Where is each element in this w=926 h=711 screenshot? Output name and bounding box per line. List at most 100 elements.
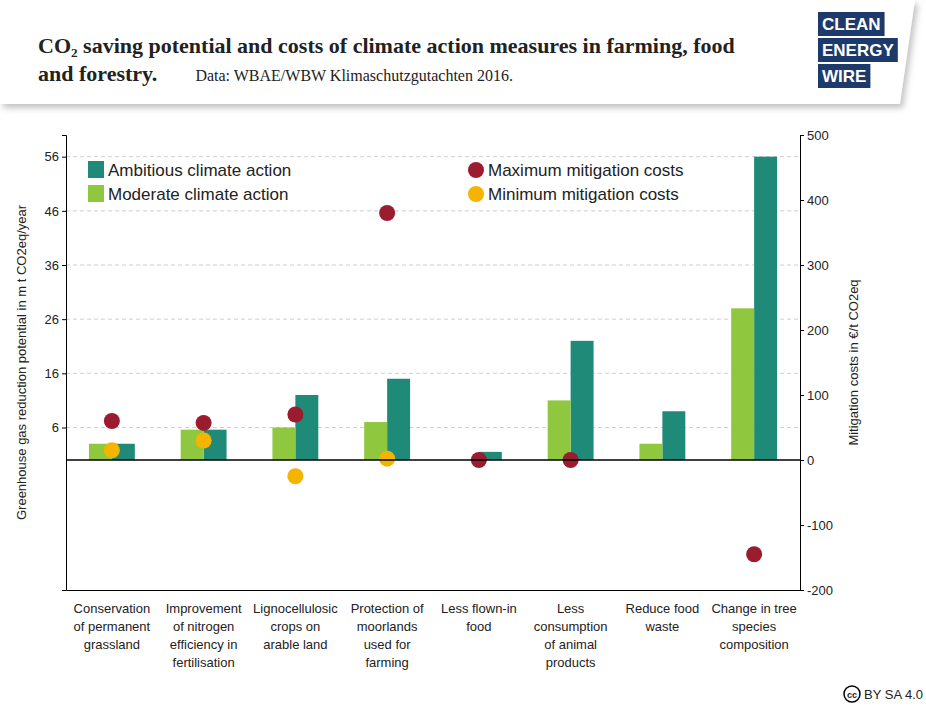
tick: 100 bbox=[800, 388, 829, 403]
tick: 6 bbox=[52, 420, 66, 435]
tick-mark bbox=[62, 265, 66, 266]
legend-marker bbox=[468, 186, 484, 202]
tick: Lignocellulosiccrops onarable land bbox=[253, 590, 338, 652]
tick: 36 bbox=[45, 258, 66, 273]
legend-swatch bbox=[88, 185, 104, 202]
tick-mark bbox=[800, 395, 804, 396]
tick-mark bbox=[800, 525, 804, 526]
tick-mark bbox=[800, 460, 804, 461]
bar bbox=[295, 395, 318, 460]
tick-label: 56 bbox=[45, 149, 59, 164]
tick: Less flown-infood bbox=[441, 590, 517, 634]
tick-mark bbox=[62, 157, 66, 158]
license: cc BY SA 4.0 bbox=[844, 686, 923, 702]
tick-mark bbox=[800, 590, 804, 591]
category-label: Lessconsumptionof animalproducts bbox=[534, 601, 608, 670]
zero-line bbox=[66, 459, 800, 461]
dot bbox=[104, 413, 120, 429]
legend: Ambitious climate action Moderate climate… bbox=[88, 161, 684, 204]
tick-label: 500 bbox=[807, 128, 829, 143]
tick-label: 400 bbox=[807, 193, 829, 208]
tick: 16 bbox=[45, 366, 66, 381]
tick-label: 16 bbox=[45, 366, 59, 381]
license-text: BY SA 4.0 bbox=[864, 687, 923, 702]
logo-box bbox=[818, 64, 870, 88]
dot bbox=[379, 451, 395, 467]
tick: 400 bbox=[800, 193, 829, 208]
legend-label: Moderate climate action bbox=[108, 185, 288, 204]
category-label: Protection ofmoorlandsused forfarming bbox=[351, 601, 424, 670]
tick: Protection ofmoorlandsused forfarming bbox=[351, 590, 424, 670]
legend-label: Maximum mitigation costs bbox=[488, 161, 684, 180]
category-label: Lignocellulosiccrops onarable land bbox=[253, 601, 338, 652]
tick-label: 26 bbox=[45, 312, 59, 327]
bar bbox=[571, 341, 594, 460]
tick: -100 bbox=[800, 518, 833, 533]
dot bbox=[746, 546, 762, 562]
tick-label: 0 bbox=[807, 453, 814, 468]
tick-label: 200 bbox=[807, 323, 829, 338]
bar bbox=[548, 400, 571, 460]
y-axis: 6 16 26 36 46 56 bbox=[45, 136, 67, 591]
bar bbox=[639, 444, 662, 460]
subtitle: Data: WBAE/WBW Klimaschutzgutachten 2016… bbox=[195, 67, 513, 85]
header-box bbox=[0, 0, 915, 104]
tick: 46 bbox=[45, 203, 66, 218]
category-label: Less flown-infood bbox=[441, 601, 517, 634]
tick: 56 bbox=[45, 149, 66, 164]
dot bbox=[287, 468, 303, 484]
axis-line bbox=[62, 136, 67, 591]
title: CO₂ saving potential and costs of climat… bbox=[38, 33, 735, 86]
y2-axis-title: Mitigation costs in €/t CO2eq bbox=[846, 279, 861, 445]
axis-line bbox=[67, 590, 801, 591]
tick-mark bbox=[800, 330, 804, 331]
bar bbox=[754, 157, 777, 460]
tick-label: -100 bbox=[807, 518, 833, 533]
tick: 300 bbox=[800, 258, 829, 273]
legend-swatch bbox=[88, 161, 104, 178]
grid-line bbox=[66, 373, 800, 374]
tick-mark bbox=[62, 319, 66, 320]
tick-mark bbox=[800, 265, 804, 266]
tick: Change in treespeciescomposition bbox=[711, 590, 796, 652]
dot bbox=[196, 433, 212, 449]
axis-line bbox=[801, 136, 805, 591]
grid bbox=[66, 157, 800, 428]
license-icon-text: cc bbox=[847, 690, 857, 700]
logo-text: ENERGY bbox=[822, 41, 894, 60]
tick-mark bbox=[62, 211, 66, 212]
chart: CO₂ saving potential and costs of climat… bbox=[0, 0, 926, 711]
category-label: Improvementof nitrogenefficiency inferti… bbox=[166, 601, 242, 670]
tick-label: 46 bbox=[45, 203, 59, 218]
dot bbox=[379, 205, 395, 221]
legend-marker bbox=[468, 162, 484, 178]
tick-mark bbox=[62, 428, 66, 429]
bar bbox=[731, 308, 754, 460]
grid-line bbox=[66, 319, 800, 320]
grid-line bbox=[66, 265, 800, 266]
tick-label: 36 bbox=[45, 258, 59, 273]
bar bbox=[662, 411, 685, 460]
tick-label: -200 bbox=[807, 583, 833, 598]
tick-label: 100 bbox=[807, 388, 829, 403]
tick: 26 bbox=[45, 312, 66, 327]
logo-text: CLEAN bbox=[822, 15, 881, 34]
tick: -200 bbox=[800, 583, 833, 598]
logo-block: WIRE bbox=[818, 64, 870, 88]
tick-mark bbox=[800, 200, 804, 201]
logo-block: CLEAN bbox=[818, 12, 885, 36]
category-label: Conservationof permanentgrassland bbox=[74, 601, 151, 652]
dot bbox=[196, 415, 212, 431]
legend-label: Ambitious climate action bbox=[108, 161, 291, 180]
grid-line bbox=[66, 156, 800, 157]
bar bbox=[387, 379, 410, 460]
tick-mark bbox=[800, 135, 804, 136]
bar bbox=[272, 428, 295, 461]
y-axis-title: Greenhouse gas reduction potential in m … bbox=[14, 204, 29, 520]
tick: 500 bbox=[800, 128, 829, 143]
tick-label: 300 bbox=[807, 258, 829, 273]
y2-axis: -200 -100 0 100 200 300 400 500 bbox=[800, 128, 833, 598]
grid-line bbox=[66, 210, 800, 211]
tick: Lessconsumptionof animalproducts bbox=[534, 590, 608, 670]
tick: 0 bbox=[800, 453, 814, 468]
